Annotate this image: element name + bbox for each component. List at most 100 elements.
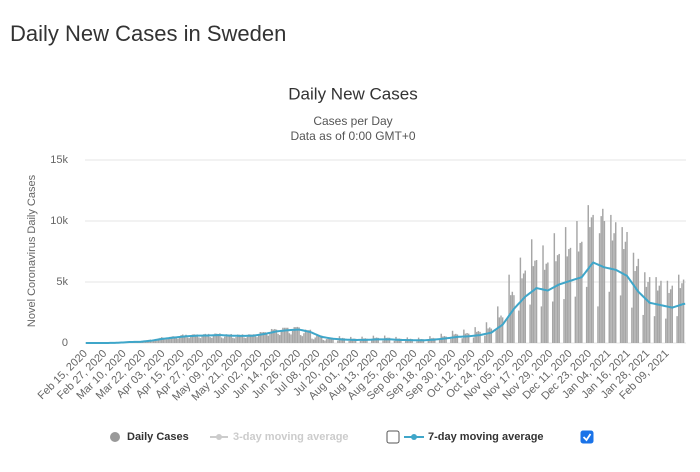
y-tick-label: 10k: [50, 215, 68, 227]
bar: [393, 340, 396, 343]
bar: [351, 338, 354, 343]
bar: [542, 245, 544, 343]
legend-label[interactable]: 3-day moving average: [233, 431, 349, 443]
bar: [532, 266, 535, 343]
bar: [308, 330, 310, 343]
bar: [330, 337, 333, 343]
bar: [644, 272, 646, 343]
checkmark[interactable]: [582, 433, 592, 442]
bar: [676, 316, 678, 343]
bar: [220, 337, 223, 343]
bar: [359, 340, 362, 343]
bar: [186, 337, 189, 343]
legend-label[interactable]: 7-day moving average: [428, 431, 544, 443]
bar: [585, 286, 588, 343]
bar: [287, 327, 289, 343]
bar: [190, 336, 192, 343]
bar: [669, 289, 672, 343]
bar: [214, 333, 216, 343]
bar: [224, 336, 226, 343]
bar: [404, 341, 407, 343]
bar: [219, 333, 221, 343]
bar: [183, 335, 186, 343]
bar: [172, 336, 174, 343]
bar: [169, 336, 171, 343]
bar: [442, 336, 444, 343]
bar: [285, 327, 287, 343]
legend-label[interactable]: Daily Cases: [127, 431, 189, 443]
bar: [579, 242, 581, 343]
bar: [207, 333, 210, 343]
bar: [466, 332, 468, 343]
bar: [299, 335, 302, 343]
legend-checkbox[interactable]: [386, 430, 400, 444]
bar: [316, 335, 318, 343]
bar: [312, 339, 315, 343]
bar: [162, 337, 165, 343]
bar: [204, 333, 207, 343]
bar: [173, 336, 176, 343]
legend-marker[interactable]: [216, 434, 222, 440]
legend-checkbox[interactable]: [580, 430, 594, 444]
bar: [264, 332, 266, 343]
bar: [262, 332, 265, 343]
bar: [327, 337, 329, 343]
bar: [498, 317, 501, 343]
bar: [245, 338, 247, 343]
bar: [175, 338, 178, 343]
bar: [298, 327, 300, 343]
bar: [206, 334, 208, 343]
bar: [203, 334, 205, 343]
bar: [529, 304, 531, 343]
bar: [581, 241, 583, 343]
y-tick-label: 15k: [50, 154, 68, 166]
bar: [450, 338, 452, 343]
bar: [248, 334, 250, 343]
bar: [602, 208, 604, 343]
bar: [371, 340, 373, 343]
bar: [556, 255, 559, 343]
bar: [193, 334, 195, 343]
bar: [348, 340, 350, 343]
bar: [660, 280, 662, 343]
bar: [455, 333, 457, 343]
bar: [453, 334, 455, 343]
bar: [306, 330, 308, 343]
bar: [291, 330, 294, 343]
bar: [445, 336, 447, 343]
bar: [547, 262, 549, 343]
bar: [267, 335, 270, 343]
bar: [222, 338, 224, 343]
bar: [487, 328, 489, 343]
bar: [524, 270, 526, 343]
bar: [509, 295, 512, 343]
bar: [506, 319, 509, 343]
bar: [343, 338, 346, 343]
y-tick-label: 5k: [56, 276, 68, 288]
bar: [253, 334, 255, 343]
bar: [518, 310, 520, 343]
bar: [296, 326, 299, 343]
chart-subtitle: Data as of 0:00 GMT+0: [290, 129, 415, 143]
bar: [576, 221, 578, 343]
bar: [185, 334, 187, 343]
bar: [319, 335, 321, 343]
bar: [476, 331, 478, 343]
bar: [177, 338, 179, 343]
bar: [295, 327, 297, 343]
bar: [236, 334, 239, 343]
legend-marker[interactable]: [411, 434, 417, 440]
bar: [597, 306, 599, 343]
bar: [623, 249, 625, 343]
legend-marker[interactable]: [110, 432, 120, 442]
chart-subtitle: Cases per Day: [313, 114, 392, 128]
bar: [642, 314, 644, 343]
bar: [274, 328, 276, 343]
bar: [613, 233, 615, 343]
bar: [188, 338, 190, 343]
bar: [598, 233, 601, 343]
bar: [377, 337, 379, 343]
bar: [479, 331, 481, 343]
bar: [508, 274, 510, 343]
